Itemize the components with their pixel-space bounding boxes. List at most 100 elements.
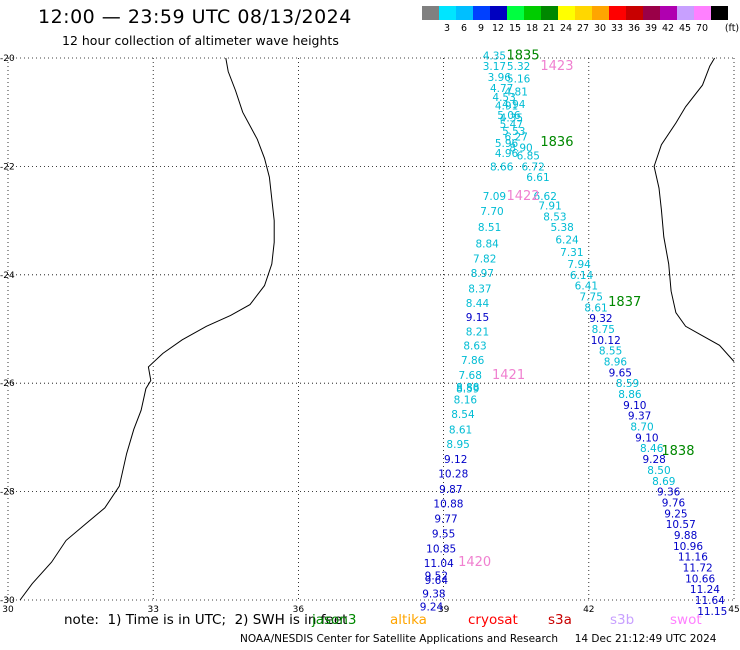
map-subtitle: 12 hour collection of altimeter wave hei… <box>62 33 339 48</box>
legend-swatch <box>490 6 507 20</box>
swh-value: 8.50 <box>647 465 670 477</box>
swh-value: 5.47 <box>500 119 523 131</box>
swh-value: 4.81 <box>505 87 528 99</box>
swh-value: 11.15 <box>697 606 727 618</box>
swh-value: 9.38 <box>422 588 445 600</box>
swh-value: 8.63 <box>463 340 486 352</box>
swh-value: 3.96 <box>488 72 512 84</box>
pass-time-label: 1836 <box>540 135 573 150</box>
swh-value: 10.66 <box>685 573 715 585</box>
swh-value: 7.09 <box>483 191 506 203</box>
legend-swatch <box>541 6 558 20</box>
swh-value: 8.70 <box>630 422 653 434</box>
footer-timestamp: 14 Dec 21:12:49 UTC 2024 <box>574 633 717 645</box>
legend-label: 15 <box>508 23 522 34</box>
pass-time-label: 1420 <box>458 555 491 570</box>
swh-value: 9.28 <box>642 454 665 466</box>
swh-value: 8.69 <box>652 476 675 488</box>
swh-value: 7.91 <box>538 200 561 212</box>
legend-label: 3 <box>443 23 451 34</box>
swh-value: 6.24 <box>555 235 579 247</box>
swh-value: 10.96 <box>673 541 703 553</box>
pass-time-label: 1835 <box>507 48 540 63</box>
legend-swatch <box>694 6 711 20</box>
lon-tick-label: 39 <box>438 605 450 615</box>
legend-swatch <box>456 6 473 20</box>
swh-value: 7.82 <box>473 254 496 266</box>
swh-value: 9.25 <box>664 508 687 520</box>
swh-value: 8.88 <box>456 382 479 394</box>
legend-label: 21 <box>542 23 556 34</box>
swh-value: 9.55 <box>432 528 455 540</box>
swh-value: 8.21 <box>466 327 489 339</box>
swh-value: 8.95 <box>446 439 469 451</box>
swh-value: 9.10 <box>635 432 658 444</box>
swh-value: 9.65 <box>609 367 632 379</box>
lat-tick-label: -24 <box>0 271 15 281</box>
legend-swatch <box>660 6 677 20</box>
swh-value: 8.51 <box>478 222 501 234</box>
swh-value: 8.59 <box>456 384 479 396</box>
swh-value: 5.16 <box>507 74 531 86</box>
swh-value: 10.88 <box>433 499 463 511</box>
swh-value: 11.64 <box>695 595 725 607</box>
legend-swatch <box>422 6 439 20</box>
legend-label: 24 <box>559 23 573 34</box>
pass-time-label: 1423 <box>540 59 573 74</box>
swh-value: 5.06 <box>497 110 521 122</box>
satellite-s3a: s3a <box>548 612 572 628</box>
swh-value: 10.28 <box>438 469 468 481</box>
legend-swatch <box>643 6 660 20</box>
satellite-s3b: s3b <box>610 612 635 628</box>
lat-tick-label: -22 <box>0 162 15 172</box>
legend-label: 70 <box>695 23 709 34</box>
legend-label: 27 <box>576 23 590 34</box>
lat-tick-label: -28 <box>0 488 15 498</box>
swh-value: 8.37 <box>468 283 491 295</box>
legend-label: 12 <box>491 23 505 34</box>
swh-value: 4.35 <box>500 113 523 125</box>
swh-value: 11.24 <box>690 584 720 596</box>
swh-value: 8.16 <box>454 394 478 406</box>
swh-value: 7.75 <box>580 291 603 303</box>
swh-values: 4.353.17 5.323.965.164.774.814.534.944.91… <box>420 50 727 618</box>
swh-value: 8.96 <box>604 357 628 369</box>
swh-value: 5.38 <box>550 222 573 234</box>
swh-value: 11.16 <box>678 552 708 564</box>
lat-tick-label: -20 <box>0 54 15 64</box>
swh-value: 9.15 <box>466 312 489 324</box>
lon-tick-label: 33 <box>147 605 158 615</box>
lon-tick-label: 36 <box>293 605 305 615</box>
swh-value: 4.35 <box>483 50 506 62</box>
swh-value: 6.62 <box>534 191 557 203</box>
legend-swatch <box>626 6 643 20</box>
lat-tick-label: -26 <box>0 379 15 389</box>
pass-time-label: 1837 <box>608 295 641 310</box>
legend-swatch <box>575 6 592 20</box>
swh-value: 4.94 <box>502 99 526 111</box>
madagascar-coastline <box>653 57 735 362</box>
swh-value: 8.53 <box>543 211 566 223</box>
swh-value: 6.61 <box>526 172 549 184</box>
swh-value: 8.97 <box>471 268 494 280</box>
legend-label: 36 <box>627 23 641 34</box>
swh-value: 8.59 <box>616 378 639 390</box>
swh-value: 8.54 <box>451 409 475 421</box>
swh-value: 9.52 <box>425 571 448 583</box>
footer-credit: NOAA/NESDIS Center for Satellite Applica… <box>240 633 558 645</box>
swh-value: 9.37 <box>628 411 651 423</box>
swh-value: 8.61 <box>449 424 472 436</box>
legend-label: 18 <box>525 23 539 34</box>
swh-value: 8.86 <box>618 389 642 401</box>
swh-value: 7.86 <box>461 355 485 367</box>
swh-value: 7.31 <box>560 247 583 259</box>
legend-label: 30 <box>593 23 607 34</box>
swh-value: 9.88 <box>674 530 697 542</box>
swh-value: 9.36 <box>657 487 681 499</box>
swh-value: 6.41 <box>575 281 598 293</box>
swh-value: 6.27 <box>505 132 528 144</box>
swh-value: 6.85 <box>517 151 540 163</box>
swh-value: 7.94 <box>567 259 591 271</box>
